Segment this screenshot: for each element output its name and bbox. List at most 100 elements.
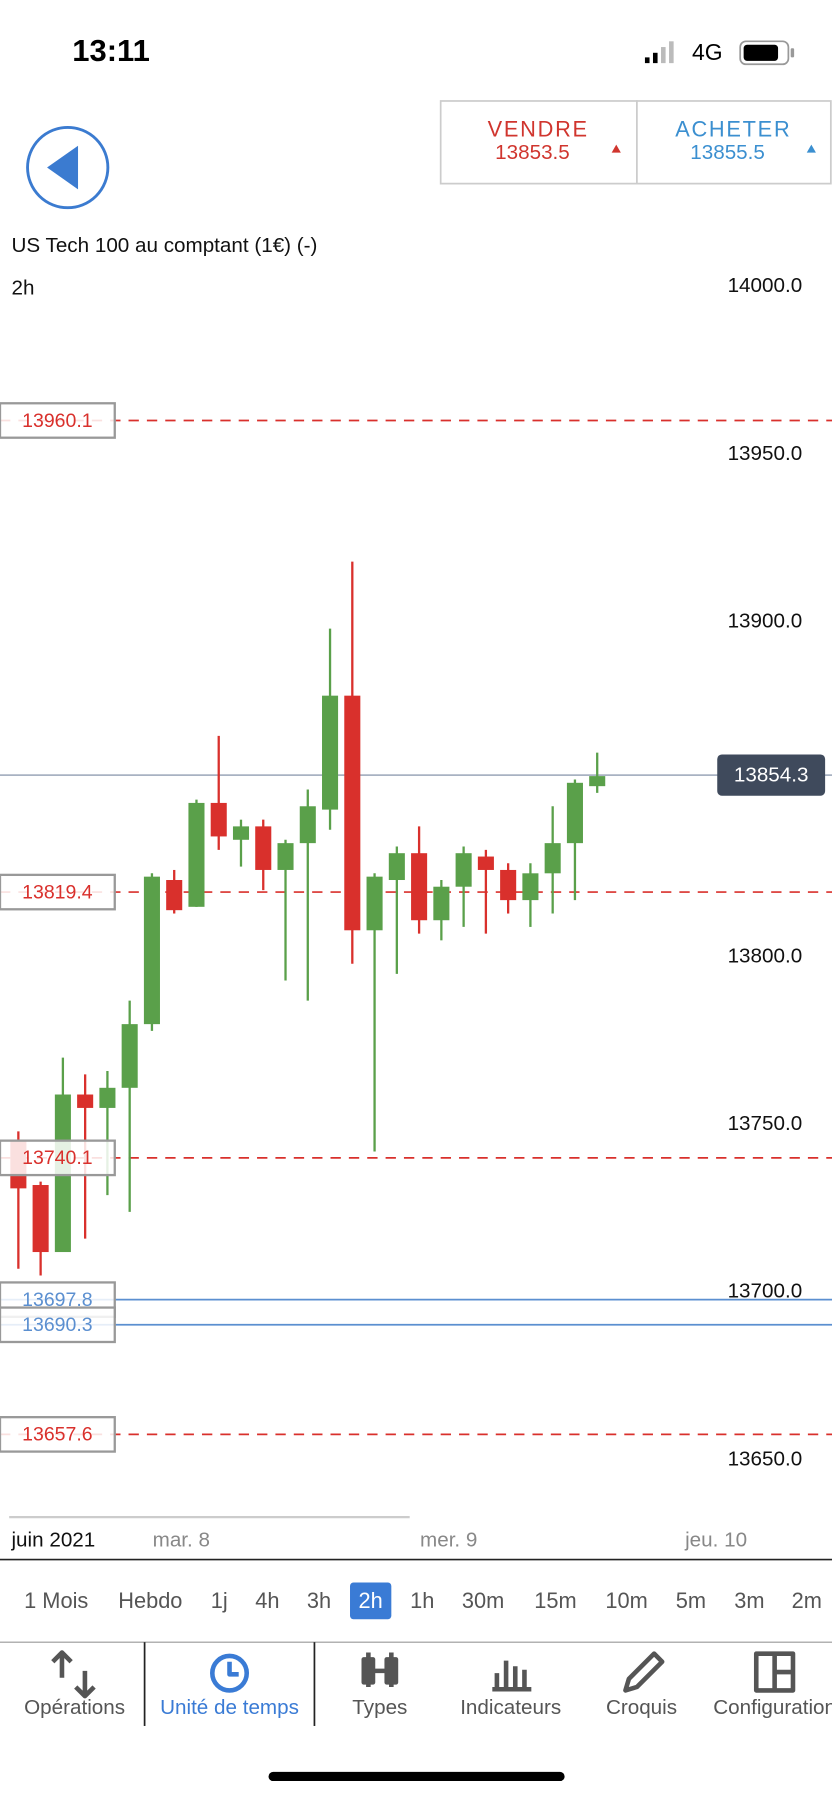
timeframe-option[interactable]: 1h [410,1588,434,1613]
candle-body [77,1094,94,1108]
x-tick-label: mer. 9 [420,1529,477,1552]
price-line-tag[interactable]: 13657.6 [0,1416,116,1453]
timeframe-selected-bg [350,1582,392,1620]
price-line-tag[interactable]: 13740.1 [0,1139,116,1177]
price-tag-box [0,873,116,911]
buy-label: ACHETER [675,117,791,142]
signal-icon [644,41,674,64]
network-type: 4G [692,39,723,65]
tab[interactable]: Croquis [606,1651,677,1720]
tab-label: Indicateurs [460,1696,561,1719]
sell-price: 13853.5 [495,141,570,164]
tab-icon [51,1650,96,1699]
sell-label: VENDRE [488,117,589,142]
price-tag-label: 13740.1 [22,1147,93,1169]
tab-label: Croquis [606,1696,677,1719]
timeframe-label: 4h [255,1588,279,1613]
price-tag-label: 13690.3 [22,1314,93,1336]
timeframe-label: 15m [534,1588,576,1613]
price-line-tag[interactable]: 13960.1 [0,402,116,439]
candle-body [366,876,383,931]
battery-icon [739,40,795,66]
timeframe-option[interactable]: 5m [676,1588,706,1613]
back-button[interactable] [26,125,110,210]
price-line-tag[interactable]: 13819.4 [0,873,116,911]
timeframe-label: 3m [734,1588,764,1613]
y-tick-label: 13750.0 [728,1112,803,1135]
price-tag-box [0,1306,116,1344]
candle-body [388,853,405,881]
timeframe-label: 1 Mois [24,1588,88,1613]
timeframe-option[interactable]: 4h [255,1588,279,1613]
candle-body [500,869,517,901]
x-axis: juin 2021 mar. 8 mer. 9 jeu. 10 [10,1529,747,1552]
timeframe-label: 1j [211,1588,228,1613]
timeframe-option[interactable]: 1j [211,1588,228,1613]
price-tag-box [0,402,116,439]
chart-title: US Tech 100 au comptant (1€) (-) [11,234,317,257]
y-tick-label: 13900.0 [728,609,803,632]
y-tick-label: 14000.0 [728,274,803,297]
candle-body [232,826,250,840]
status-time: 13:11 [72,33,150,68]
current-price-box [717,754,826,796]
timeframe-option[interactable]: 30m [462,1588,504,1613]
price-tag-label: 13697.8 [22,1289,93,1311]
timeframe-option[interactable]: Hebdo [118,1588,182,1613]
candle-body [255,826,272,870]
price-tag-label: 13819.4 [22,881,93,903]
timeframe-bar: 1 Mois Hebdo 1j 4h 3h 2h 1h 30m 15m 10m 5m 3m 2m [24,1582,822,1620]
y-tick-label: 13800.0 [728,945,803,968]
tab-bar: Opérations Unité de temps Types Indicateurs… [24,1642,832,1726]
timeframe-option[interactable]: 10m [605,1588,647,1613]
timeframe-option[interactable]: 2h [350,1582,392,1620]
candle-body [522,873,539,901]
tab[interactable]: Configuration [713,1651,832,1720]
tab-icon [210,1653,250,1693]
y-tick-label: 13950.0 [728,442,803,465]
candle-body [166,880,183,911]
timeframe-label: 5m [676,1588,706,1613]
buy-button[interactable]: ACHETER 13855.5 [636,100,832,185]
chart-subtitle: 2h [11,277,34,300]
timeframe-option[interactable]: 1 Mois [24,1588,88,1613]
candle-body [589,776,606,787]
price-line-tag[interactable]: 13690.3 [0,1306,116,1344]
candle-body [344,695,361,931]
candle-body [99,1087,116,1108]
y-tick-label: 13700.0 [728,1280,803,1303]
tab-icon [492,1660,532,1692]
candle-body [299,806,316,844]
candle-body [566,782,583,844]
timeframe-option[interactable]: 3h [307,1588,331,1613]
tab[interactable]: Opérations [24,1650,125,1720]
timeframe-option[interactable]: 15m [534,1588,576,1613]
timeframe-option[interactable]: 3m [734,1588,764,1613]
tab-label: Types [352,1696,407,1719]
timeframe-label: 2m [792,1588,822,1613]
candle-body [455,853,472,887]
candle-body [322,695,339,810]
current-price-label: 13854.3 [734,764,809,787]
price-tag-box [0,1139,116,1177]
tab[interactable]: Types [352,1652,407,1720]
tab-label: Configuration [713,1696,832,1719]
candle-body [210,802,227,837]
price-tag-box [0,1416,116,1453]
timeframe-label: 2h [359,1588,383,1613]
tab-icon [361,1652,399,1687]
timeframe-label: 3h [307,1588,331,1613]
timeframe-label: 10m [605,1588,647,1613]
tab[interactable]: Indicateurs [460,1660,561,1720]
candle-body [411,853,428,921]
timeframe-option[interactable]: 2m [792,1588,822,1613]
sell-button[interactable]: VENDRE 13853.5 [439,100,638,185]
candle-body [188,802,205,907]
timeframe-label: Hebdo [118,1588,182,1613]
tab[interactable]: Unité de temps [143,1642,316,1726]
tab-icon [623,1651,665,1693]
y-tick-label: 13650.0 [728,1447,803,1470]
price-tag-label: 13960.1 [22,410,93,432]
x-tick-label: mar. 8 [153,1529,210,1552]
